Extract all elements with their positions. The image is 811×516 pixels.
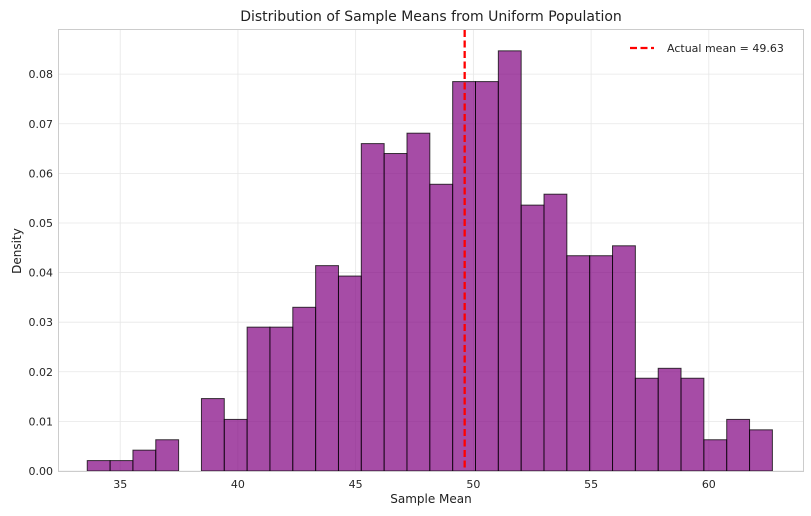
histogram-bar [337, 275, 362, 472]
histogram-bar [612, 245, 636, 472]
plot-frame [58, 29, 804, 472]
histogram-bar [680, 377, 705, 472]
y-tick-label: 0.03 [29, 316, 54, 329]
legend: Actual mean = 49.63 [630, 42, 784, 55]
x-tick-label: 55 [584, 478, 598, 491]
histogram-bar [246, 326, 271, 472]
y-tick-label: 0.01 [29, 415, 54, 428]
histogram-bar [726, 418, 751, 472]
y-tick-label: 0.07 [29, 118, 54, 131]
histogram-bars [86, 50, 773, 472]
y-tick-label: 0.04 [29, 267, 54, 280]
histogram-bar [223, 418, 248, 472]
y-tick-label: 0.08 [29, 68, 54, 81]
y-tick-label: 0.05 [29, 217, 54, 230]
histogram-bar [497, 50, 522, 472]
histogram-bar [520, 204, 545, 472]
y-tick-label: 0.00 [29, 465, 54, 478]
legend-mean-label: Actual mean = 49.63 [667, 42, 784, 55]
x-tick-label: 35 [113, 478, 127, 491]
x-tick-label: 60 [702, 478, 716, 491]
histogram-bar [474, 81, 499, 472]
histogram-bar [360, 143, 385, 472]
y-axis-label: Density [10, 228, 24, 274]
histogram-bar [589, 255, 614, 472]
histogram-bar [383, 153, 408, 472]
histogram-bar [109, 460, 134, 472]
histogram-bar [406, 132, 431, 472]
chart-title: Distribution of Sample Means from Unifor… [240, 9, 622, 25]
x-tick-label: 45 [349, 478, 363, 491]
histogram-bar [315, 265, 339, 472]
histogram-bar [200, 398, 225, 472]
histogram-bar [86, 460, 111, 472]
histogram-bar [749, 429, 773, 472]
histogram-bar [269, 326, 294, 472]
y-tick-label: 0.06 [29, 167, 54, 180]
histogram-bar [657, 367, 682, 472]
x-tick-label: 50 [466, 478, 480, 491]
histogram-bar [703, 439, 728, 472]
x-tick-label: 40 [231, 478, 245, 491]
y-axis-ticks: 0.00 0.01 0.02 0.03 0.04 0.05 0.06 0.07 0.08 [29, 68, 54, 478]
histogram-bar [429, 183, 454, 472]
histogram-bar [292, 306, 317, 472]
y-tick-label: 0.02 [29, 366, 54, 379]
x-axis-ticks: 35 40 45 50 55 60 [113, 478, 716, 491]
histogram-bar [132, 449, 157, 472]
histogram-bar [566, 255, 591, 472]
histogram-bar [634, 377, 659, 472]
histogram-bar [155, 439, 180, 472]
x-axis-label: Sample Mean [390, 492, 472, 506]
histogram-bar [543, 193, 568, 472]
